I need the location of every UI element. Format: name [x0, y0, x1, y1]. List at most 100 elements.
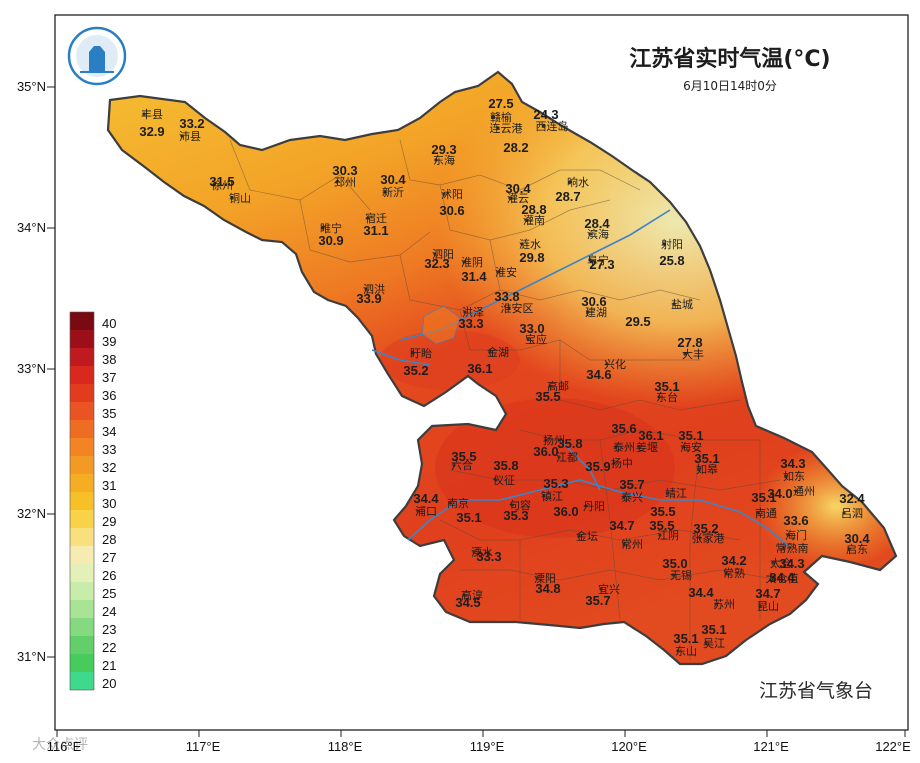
lat-tick-label: 34°N — [17, 220, 46, 235]
station-temperature: 33.6 — [783, 513, 808, 528]
station-temperature: 33.3 — [476, 549, 501, 564]
station-name: 靖江 — [665, 487, 687, 500]
station-temperature: 30.9 — [318, 233, 343, 248]
station-temperature: 31.5 — [209, 174, 234, 189]
legend-label: 23 — [102, 622, 116, 637]
station-temperature: 35.1 — [673, 631, 698, 646]
station-dot — [584, 504, 588, 508]
station-dot — [448, 501, 452, 505]
station-temperature: 27.3 — [589, 257, 614, 272]
station-temperature: 35.1 — [694, 451, 719, 466]
station-name: 东海 — [433, 153, 455, 167]
station-name: 睢宁 — [320, 221, 342, 235]
station-name: 兴化 — [604, 357, 626, 371]
station-temperature: 28.7 — [555, 189, 580, 204]
station-dot — [842, 511, 846, 515]
station-temperature: 27.5 — [488, 96, 513, 111]
legend-swatch — [70, 636, 94, 654]
station-name: 宿迁 — [365, 211, 387, 225]
station-dot — [662, 242, 666, 246]
station-dot — [612, 461, 616, 465]
legend-label: 21 — [102, 658, 116, 673]
station-name: 新沂 — [382, 185, 404, 199]
station-dot — [794, 489, 798, 493]
station-temperature: 35.6 — [611, 421, 636, 436]
station-temperature: 35.0 — [662, 556, 687, 571]
station-name: 南通 — [755, 507, 777, 520]
station-temperature: 35.5 — [650, 504, 675, 519]
station: 淮安 — [495, 265, 517, 279]
station-dot — [508, 196, 512, 200]
legend-swatch — [70, 474, 94, 492]
station: 连云港 28.2 — [490, 122, 529, 155]
station-dot — [491, 115, 495, 119]
legend-swatch — [70, 582, 94, 600]
station-temperature: 34.4 — [688, 585, 714, 600]
station-dot — [782, 546, 786, 550]
legend-label: 38 — [102, 352, 116, 367]
station-name: 姜堰 — [636, 440, 658, 454]
station-dot — [364, 287, 368, 291]
station-temperature: 35.2 — [693, 521, 718, 536]
station-temperature: 30.4 — [380, 172, 406, 187]
station-name: 滨海 — [587, 227, 609, 241]
station-name: 高淳 — [461, 588, 483, 602]
lat-tick-label: 35°N — [17, 79, 46, 94]
legend-label: 20 — [102, 676, 116, 691]
legend-swatch — [70, 312, 94, 330]
station-dot — [672, 302, 676, 306]
station-dot — [666, 491, 670, 495]
station-temperature: 35.1 — [751, 490, 776, 505]
legend-label: 26 — [102, 568, 116, 583]
lat-tick-label: 32°N — [17, 506, 46, 521]
station-temperature: 29.5 — [625, 314, 650, 329]
station-name: 东山 — [675, 645, 697, 658]
station-temperature: 36.1 — [638, 428, 663, 443]
station-temperature: 34.4 — [769, 570, 795, 585]
station-name: 西连岛 — [536, 119, 569, 133]
station-temperature: 34.3 — [780, 456, 805, 471]
lon-tick-label: 120°E — [611, 739, 647, 754]
station-temperature: 35.3 — [543, 476, 568, 491]
station: 金坛 34.7 — [576, 518, 635, 543]
station-dot — [683, 352, 687, 356]
station-name: 沛县 — [179, 129, 201, 143]
station-name: 苏州 — [713, 598, 735, 611]
legend-label: 28 — [102, 532, 116, 547]
station-temperature: 29.8 — [519, 250, 544, 265]
station-temperature: 34.0 — [767, 486, 792, 501]
legend-label: 27 — [102, 550, 116, 565]
station-dot — [637, 445, 641, 449]
station: 浦口 35.1 — [415, 505, 482, 525]
station-name: 徐州 — [211, 178, 233, 192]
station: 南通 35.1 — [751, 490, 777, 520]
station-dot — [542, 494, 546, 498]
station-name: 建湖 — [585, 305, 607, 319]
station: 泰州 35.6 — [611, 421, 636, 454]
station-name: 无锡 — [670, 568, 692, 582]
station-name: 常州 — [621, 538, 643, 551]
station-dot — [658, 533, 662, 537]
station: 金湖 36.1 — [467, 345, 509, 376]
station-dot — [452, 463, 456, 467]
station-dot — [416, 509, 420, 513]
station-temperature: 35.5 — [649, 518, 674, 533]
